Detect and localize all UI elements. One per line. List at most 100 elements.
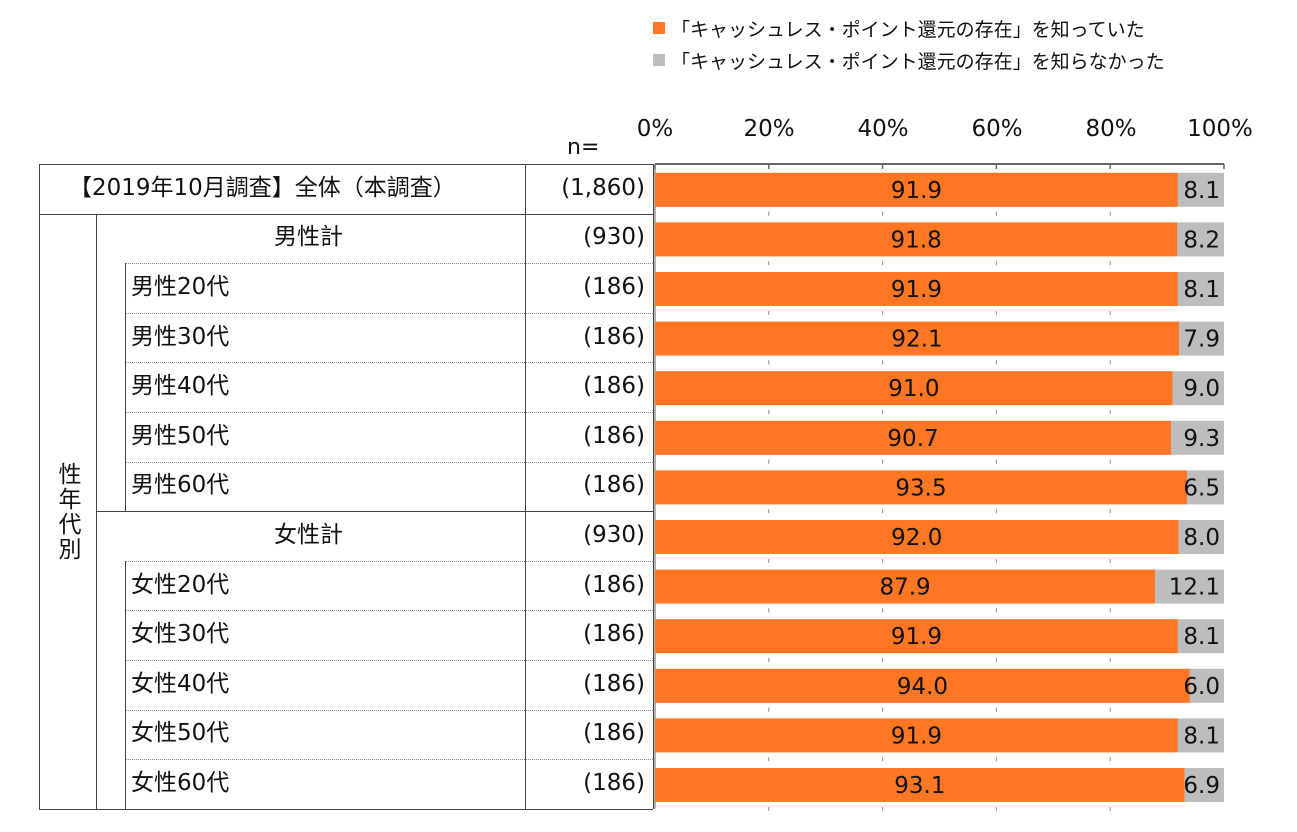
bar-known	[655, 172, 1178, 207]
data-label-known: 90.7	[887, 426, 938, 452]
bar-known	[655, 420, 1172, 455]
legend: 「キャッシュレス・ポイント還元の存在」を知っていた 「キャッシュレス・ポイント還…	[653, 12, 1165, 76]
bar-unknown	[1172, 371, 1224, 406]
data-label-unknown: 8.1	[1183, 178, 1220, 204]
row-separator	[39, 213, 96, 215]
x-tick-label-20: 20%	[743, 116, 795, 142]
data-label-known: 91.0	[888, 376, 939, 402]
table-border-right	[653, 164, 654, 809]
bar-unknown	[1177, 718, 1224, 753]
row-n-value: (186)	[583, 621, 645, 648]
row-n-value: (186)	[583, 422, 645, 449]
row-separator	[125, 412, 653, 413]
data-label-known: 93.1	[894, 773, 945, 799]
table-divider-label	[525, 164, 526, 809]
row-label: 女性60代	[131, 770, 230, 796]
table-divider-sub	[125, 412, 126, 462]
table-divider-sub	[125, 709, 126, 760]
row-n-value: (186)	[583, 670, 645, 697]
bar-known	[655, 718, 1178, 753]
group-label-gender-age: 性年代別	[54, 461, 80, 562]
data-label-known: 92.1	[891, 327, 942, 353]
bar-unknown	[1177, 172, 1224, 207]
bar-known	[655, 569, 1156, 604]
x-tick-label-100: 100%	[1187, 116, 1253, 142]
bar-known	[655, 768, 1185, 802]
row-separator	[96, 511, 653, 513]
bar-unknown	[1179, 321, 1224, 356]
legend-label-known: 「キャッシュレス・ポイント還元の存在」を知っていた	[671, 18, 1145, 41]
row-n-value: (186)	[583, 323, 645, 350]
row-label: 女性20代	[131, 571, 230, 598]
bar-unknown	[1178, 520, 1224, 554]
table-divider-sub	[125, 461, 126, 512]
row-n-value: (186)	[583, 770, 645, 796]
row-n-value: (186)	[583, 472, 645, 499]
x-tick-label-0: 0%	[636, 116, 674, 142]
x-tick-label-80: 80%	[1085, 116, 1137, 142]
row-n-value: (186)	[583, 571, 645, 598]
table-border-left	[39, 164, 40, 809]
table-border-bottom	[39, 808, 653, 810]
row-separator	[125, 610, 653, 612]
data-label-unknown: 6.0	[1183, 674, 1220, 700]
data-label-known: 91.9	[891, 277, 942, 303]
bar-unknown	[1187, 470, 1224, 505]
data-label-unknown: 8.1	[1183, 277, 1220, 303]
table-divider-sub	[125, 660, 126, 710]
data-label-known: 91.8	[891, 227, 942, 253]
row-label: 男性50代	[131, 422, 230, 449]
data-label-unknown: 8.2	[1183, 227, 1220, 253]
table-divider-sub	[125, 759, 126, 809]
bar-known	[655, 272, 1178, 306]
n-header: n=	[567, 135, 600, 160]
row-label: 【2019年10月調査】全体（本調査）	[69, 174, 456, 201]
legend-label-unknown: 「キャッシュレス・ポイント還元の存在」を知らなかった	[671, 50, 1165, 73]
table-divider-sub	[125, 312, 126, 363]
row-separator	[125, 560, 653, 562]
data-label-known: 94.0	[897, 674, 948, 700]
bar-known	[655, 668, 1190, 703]
bar-known	[655, 222, 1178, 257]
row-n-value: (186)	[583, 720, 645, 747]
bar-known	[655, 520, 1179, 554]
table-divider-sub	[125, 560, 126, 611]
data-label-known: 93.5	[895, 475, 946, 501]
row-label: 男性20代	[131, 274, 230, 300]
row-separator	[125, 759, 653, 761]
legend-swatch-known	[653, 22, 665, 34]
bar-unknown	[1189, 668, 1224, 703]
row-n-value: (1,860)	[561, 174, 645, 201]
table-divider-sub	[125, 610, 126, 660]
bar-known	[655, 470, 1188, 505]
bar-known	[655, 321, 1180, 356]
row-label: 男性40代	[131, 373, 230, 400]
bar-known	[655, 371, 1173, 406]
data-label-unknown: 8.1	[1183, 723, 1220, 749]
data-label-unknown: 7.9	[1183, 327, 1220, 353]
data-label-known: 91.9	[891, 178, 942, 204]
row-label: 男性30代	[131, 323, 230, 350]
row-separator	[96, 213, 653, 215]
data-label-known: 92.0	[891, 525, 942, 551]
row-label: 男性計	[274, 224, 343, 251]
data-label-unknown: 8.1	[1183, 624, 1220, 650]
row-separator	[125, 362, 653, 364]
row-label: 男性60代	[131, 472, 230, 499]
row-n-value: (186)	[583, 373, 645, 400]
bar-known	[655, 619, 1178, 654]
data-label-known: 87.9	[879, 575, 930, 601]
row-n-value: (930)	[583, 522, 645, 548]
bar-unknown	[1184, 768, 1224, 802]
data-label-unknown: 12.1	[1169, 575, 1220, 601]
data-label-unknown: 9.3	[1183, 426, 1220, 452]
data-label-known: 91.9	[891, 624, 942, 650]
table-divider-sub	[125, 362, 126, 412]
legend-item-known: 「キャッシュレス・ポイント還元の存在」を知っていた	[653, 12, 1165, 44]
bar-unknown	[1177, 222, 1224, 257]
row-n-value: (186)	[583, 274, 645, 300]
bar-unknown	[1177, 272, 1224, 306]
row-label: 女性50代	[131, 720, 230, 747]
table-border-top	[39, 164, 653, 165]
